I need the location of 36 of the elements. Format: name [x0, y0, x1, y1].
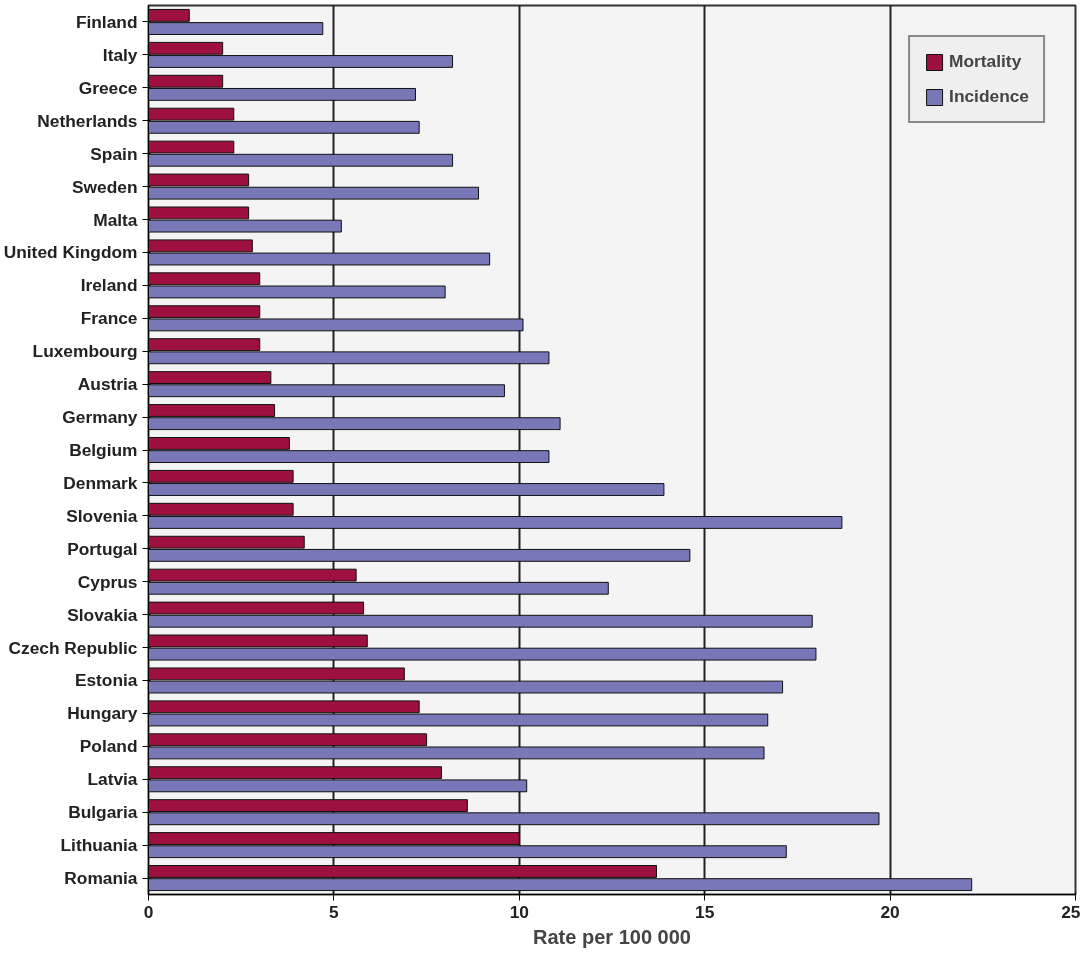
y-tick-label: Bulgaria: [68, 802, 138, 823]
y-tick-label: Finland: [75, 11, 138, 32]
x-axis-title: Rate per 100 000: [533, 925, 691, 948]
x-tick-label: 10: [509, 901, 529, 922]
y-tick-label: Luxembourg: [32, 341, 138, 362]
y-tick-label: Cyprus: [77, 571, 138, 592]
x-tick-label: 25: [1061, 901, 1081, 922]
y-tick-label: Denmark: [63, 472, 138, 493]
y-tick-label: United Kingdom: [3, 242, 138, 263]
y-tick-label: Spain: [90, 143, 138, 164]
y-tick-label: Romania: [64, 868, 138, 889]
y-tick-label: Poland: [79, 736, 138, 757]
y-tick-label: Italy: [102, 44, 138, 65]
y-tick-label: Malta: [93, 209, 138, 230]
y-tick-label: Belgium: [69, 440, 138, 460]
y-tick-label: Ireland: [80, 275, 138, 296]
y-tick-label: Germany: [62, 407, 138, 428]
x-tick-label: 15: [695, 901, 715, 922]
y-tick-label: Greece: [78, 77, 138, 98]
x-tick-label: 20: [880, 901, 900, 922]
y-tick-label: Slovenia: [66, 505, 138, 526]
y-tick-label: Netherlands: [37, 110, 138, 131]
y-tick-label: Latvia: [87, 769, 138, 790]
legend-label: Mortality: [949, 51, 1022, 72]
y-tick-label: Sweden: [72, 176, 138, 197]
x-tick-label: 0: [143, 901, 154, 922]
y-tick-label: France: [80, 308, 138, 329]
legend-label: Incidence: [949, 86, 1029, 107]
y-tick-label: Austria: [77, 374, 138, 395]
x-tick-label: 5: [329, 901, 340, 922]
y-tick-label: Slovakia: [67, 604, 138, 625]
y-tick-label: Hungary: [67, 703, 138, 724]
y-tick-label: Czech Republic: [8, 637, 138, 658]
y-tick-label: Lithuania: [60, 835, 138, 856]
y-tick-label: Estonia: [74, 670, 138, 691]
y-tick-label: Portugal: [67, 538, 138, 559]
